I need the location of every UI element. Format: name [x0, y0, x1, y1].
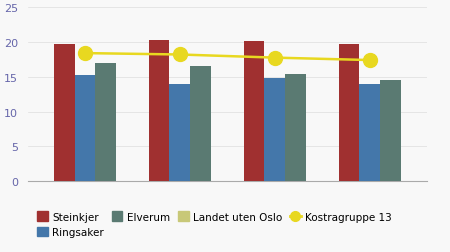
Bar — [190, 67, 212, 181]
Bar — [75, 75, 95, 181]
Legend: Steinkjer, Ringsaker, Elverum, Landet uten Oslo, Kostragruppe 13: Steinkjer, Ringsaker, Elverum, Landet ut… — [33, 207, 396, 241]
Bar — [95, 64, 116, 181]
Bar — [360, 84, 380, 181]
Bar — [148, 41, 170, 181]
Bar — [285, 75, 306, 181]
Bar — [243, 42, 265, 181]
Bar — [380, 81, 401, 181]
Bar — [170, 85, 190, 181]
Bar — [265, 79, 285, 181]
Bar — [338, 45, 360, 181]
Bar — [54, 45, 75, 181]
